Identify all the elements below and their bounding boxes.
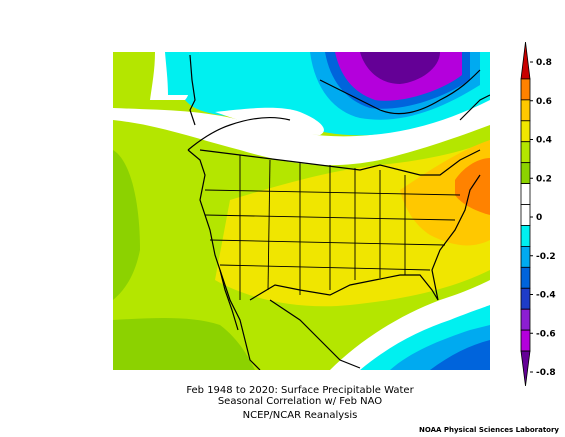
labrador (459, 94, 490, 121)
field-blue-south (430, 340, 490, 370)
colorbar-segment (520, 78, 531, 101)
colorbar-segment (520, 308, 531, 331)
field-zero-patch (215, 107, 324, 135)
field-sw-green (113, 317, 255, 370)
state-borders (204, 155, 461, 300)
colorbar-segment (520, 162, 531, 185)
colorbar-segment (520, 225, 531, 247)
field-west-cyan (165, 52, 200, 95)
title-line-2: Seasonal Correlation w/ Feb NAO (217, 396, 383, 407)
title-line-3: NCEP/NCAR Reanalysis (242, 410, 358, 421)
colorbar-segment (520, 287, 531, 310)
pacific-coast (187, 149, 261, 370)
map-outlines (187, 54, 490, 370)
mexico-gulf-coast (269, 299, 361, 369)
field-zero-north (113, 95, 490, 166)
alaska-panhandle (189, 54, 196, 126)
colorbar-segment (520, 350, 531, 387)
colorbar-segment (520, 41, 531, 80)
state-line-2 (267, 159, 271, 291)
colorbar: 0.8 0.6 0.4 0.2 0 -0.2 -0.4 -0.6 -0.8 (520, 41, 556, 387)
colorbar-label: 0.4 (536, 136, 552, 146)
field-darkpurple (360, 52, 440, 84)
state-line-9 (204, 214, 456, 221)
colorbar-label: -0.8 (536, 368, 556, 378)
atlantic-coast (431, 174, 481, 301)
colorbar-label: 0.8 (536, 58, 552, 68)
colorbar-segment (520, 120, 531, 143)
state-line-11 (219, 264, 431, 271)
colorbar-segment (520, 141, 531, 164)
hudson-bay (319, 69, 481, 115)
colorbar-label: 0.2 (536, 174, 552, 184)
gulf-coast (249, 274, 439, 301)
colorbar-segment (520, 204, 531, 226)
title-line-1: Feb 1948 to 2020: Surface Precipitable W… (186, 385, 414, 396)
colorbar-label: -0.6 (536, 329, 556, 339)
colorbar-label: 0 (536, 213, 542, 223)
colorbar-segment (520, 266, 531, 289)
state-line-10 (209, 239, 446, 246)
canada-west-coast (187, 116, 291, 151)
credit-text: NOAA Physical Sciences Laboratory (418, 426, 559, 434)
colorbar-label: -0.2 (536, 252, 556, 262)
field-west-green (113, 150, 140, 300)
colorbar-label: -0.4 (536, 291, 556, 301)
colorbar-segment (520, 329, 531, 352)
state-line-8 (204, 189, 461, 196)
colorbar-segment (520, 183, 531, 205)
baja-peninsula (219, 269, 239, 331)
colorbar-label: 0.6 (536, 97, 552, 107)
colorbar-segment (520, 245, 531, 268)
colorbar-segment (520, 99, 531, 122)
canada-us-border (199, 149, 481, 176)
